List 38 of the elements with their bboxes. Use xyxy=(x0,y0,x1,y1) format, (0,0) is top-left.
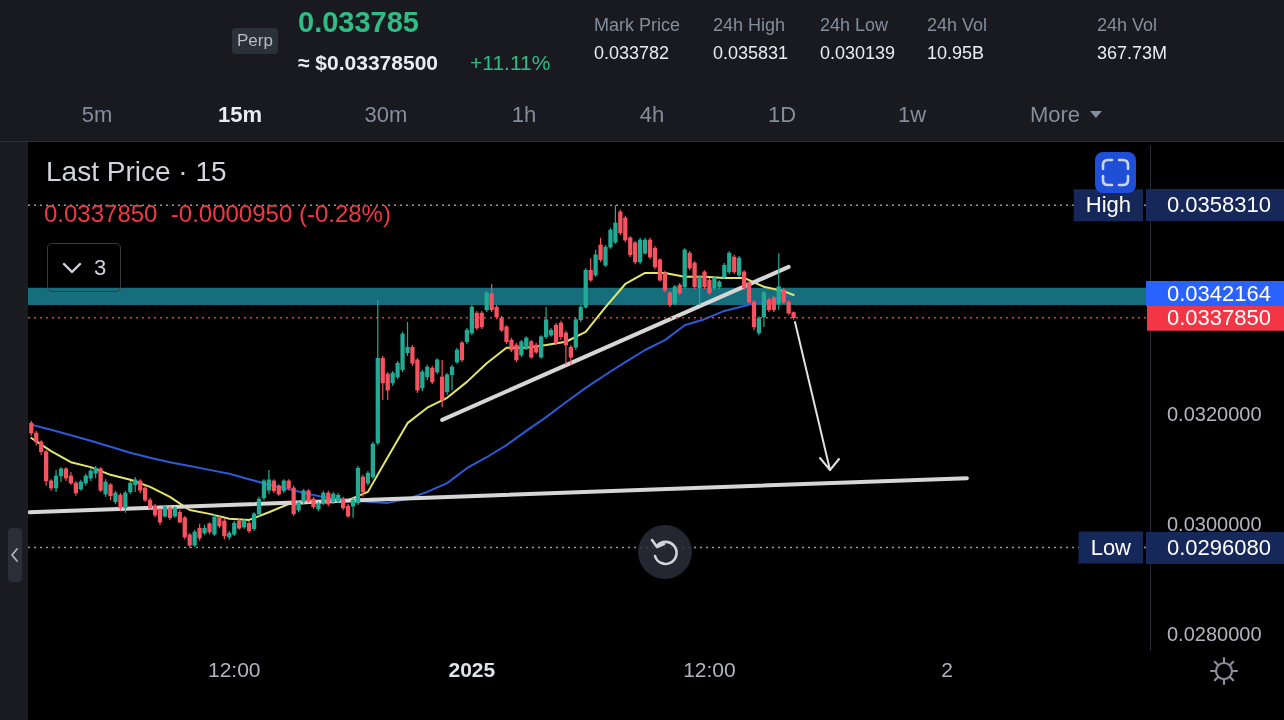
x-tick-label: 12:00 xyxy=(207,658,261,682)
text: 24h Vol xyxy=(1097,15,1158,36)
ref-line-label: High xyxy=(1085,192,1131,218)
text: Perp xyxy=(232,28,278,54)
text: Mark Price xyxy=(594,15,681,36)
text: More xyxy=(1029,102,1081,128)
x-tick-label: 2025 xyxy=(448,658,496,682)
y-tick-label: 0.0280000 xyxy=(1167,623,1262,646)
x-tick-label: 2 xyxy=(941,658,953,682)
text: 5m xyxy=(81,102,113,128)
text: 24h Low xyxy=(820,15,889,36)
text: +11.11% xyxy=(470,51,551,76)
text: 0.0342164 xyxy=(1146,281,1284,306)
x-tick-label: 12:00 xyxy=(683,658,736,682)
text: 1D xyxy=(767,102,797,128)
text: 0.033785 xyxy=(298,6,419,40)
text: 15m xyxy=(217,102,263,128)
text: 24h Vol xyxy=(927,15,988,36)
dropdown-button: 3 xyxy=(47,243,121,292)
y-tick-label: 0.0320000 xyxy=(1167,403,1262,426)
text: 30m xyxy=(364,102,408,128)
text: 0.0337850 -0.0000950 (-0.28%) xyxy=(44,200,391,227)
ref-line-label: 0.0337850 xyxy=(1167,304,1271,330)
text: 367.73M xyxy=(1097,43,1168,64)
chart-title: Last Price · 15 xyxy=(46,156,227,187)
text: 4h xyxy=(639,102,665,128)
text: 0.035831 xyxy=(713,43,789,64)
text: 24h High xyxy=(713,15,786,36)
text: 1w xyxy=(897,102,927,128)
text: 0.0296080 xyxy=(1146,532,1284,564)
text: ≈ $0.03378500 xyxy=(298,51,438,76)
text: 10.95B xyxy=(927,43,985,64)
text: 0.0358310 xyxy=(1146,189,1284,221)
text: 0.033782 xyxy=(594,43,670,64)
text: 0.030139 xyxy=(820,43,896,64)
text: 1h xyxy=(511,102,537,128)
annotation: 3 xyxy=(93,254,107,281)
ref-line-label: Low xyxy=(1090,534,1132,560)
